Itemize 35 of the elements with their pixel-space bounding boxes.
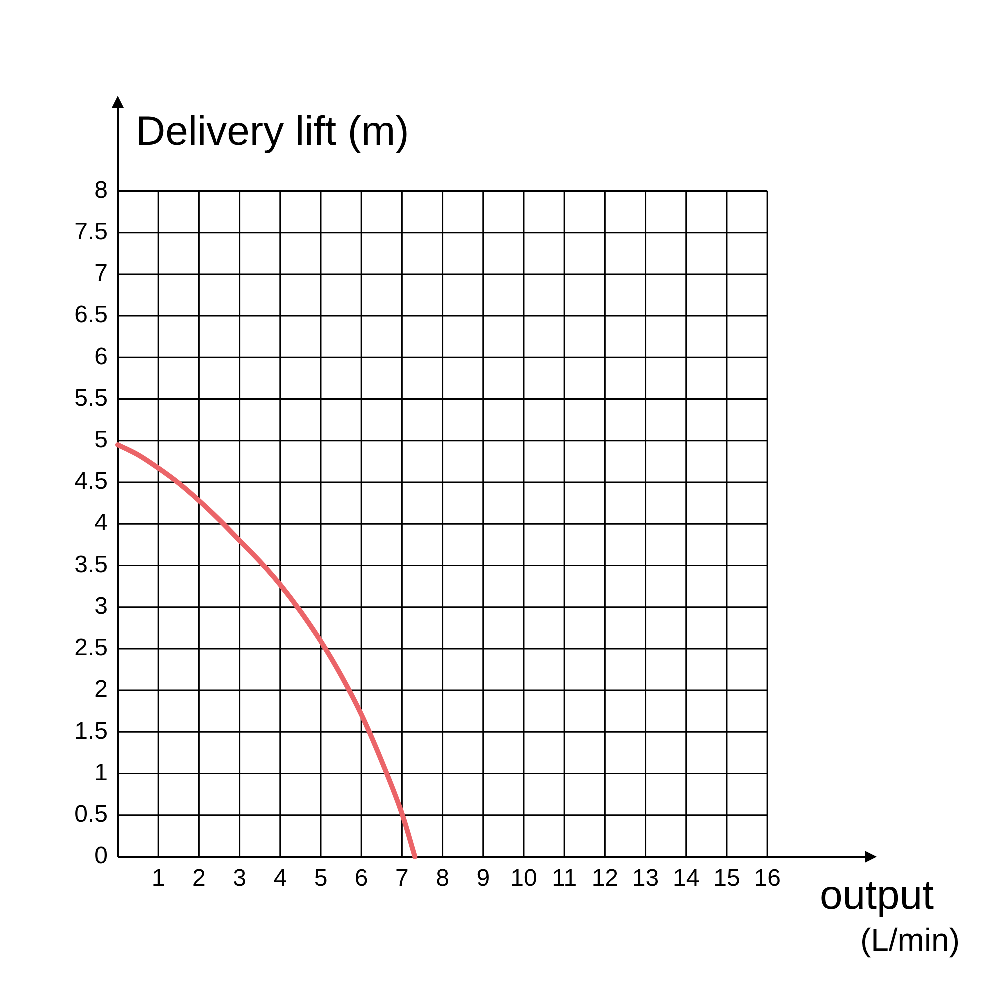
x-tick-label: 11 (552, 865, 578, 892)
y-tick-label: 7.5 (74, 218, 108, 246)
y-tick-label: 5 (94, 426, 108, 454)
x-tick-label: 15 (714, 865, 740, 892)
x-tick-label: 13 (632, 865, 660, 892)
x-axis-title: output (L/min) (820, 872, 960, 958)
x-tick-label: 7 (396, 865, 409, 892)
x-tick-label: 10 (510, 865, 538, 892)
y-tick-label: 1 (94, 759, 108, 786)
x-tick-label: 12 (592, 865, 619, 892)
x-tick-label: 3 (233, 865, 246, 892)
y-tick-label: 3 (94, 592, 108, 620)
x-tick-label: 14 (673, 865, 700, 892)
y-tick-label: 4.5 (74, 468, 108, 496)
y-tick-label: 5.5 (74, 384, 108, 412)
y-tick-label: 1.5 (74, 718, 108, 745)
y-tick-label: 6.5 (74, 302, 108, 329)
y-tick-label: 0.5 (74, 801, 108, 828)
x-tick-label: 8 (436, 865, 450, 892)
x-tick-label: 1 (152, 865, 166, 892)
y-tick-label: 3.5 (74, 551, 108, 578)
y-tick-label: 2.5 (74, 634, 108, 662)
x-tick-label: 4 (274, 865, 288, 892)
x-tick-label: 5 (314, 865, 328, 892)
x-tick-label: 9 (476, 865, 490, 892)
y-tick-label: 2 (94, 676, 108, 704)
y-tick-label: 7 (94, 260, 108, 288)
y-tick-label: 6 (94, 343, 108, 370)
x-tick-label: 6 (354, 865, 368, 892)
y-axis-title: Delivery lift (m) (136, 108, 410, 154)
x-tick-label: 16 (754, 865, 781, 892)
y-tick-label: 0 (94, 842, 108, 870)
y-tick-label: 8 (94, 176, 108, 204)
x-tick-label: 2 (192, 865, 206, 892)
y-tick-label: 4 (94, 510, 108, 537)
